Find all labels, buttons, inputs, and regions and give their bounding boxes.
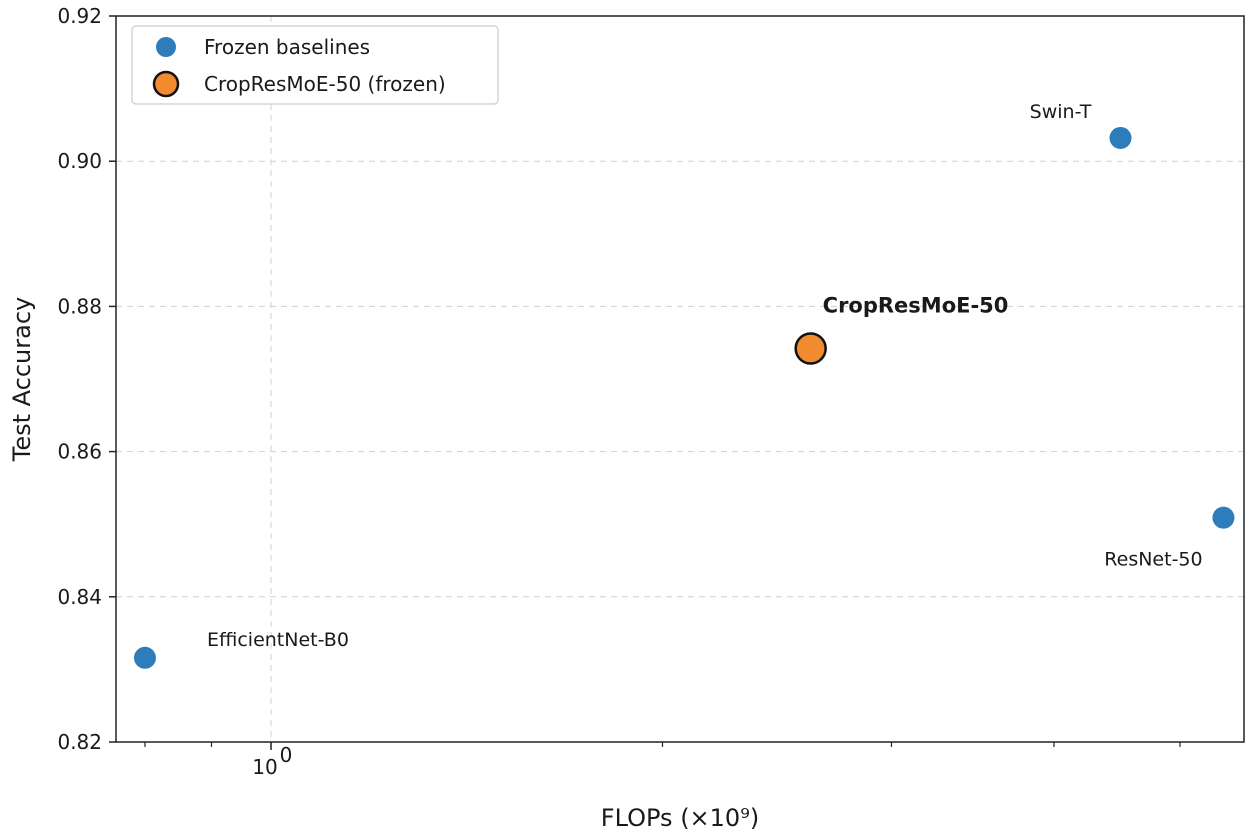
y-axis-label: Test Accuracy bbox=[8, 297, 36, 462]
x-tick-label-exponent: 0 bbox=[280, 743, 293, 767]
legend-marker-ours bbox=[152, 70, 180, 98]
point-annotations: EfficientNet-B0 Swin-T ResNet-50 CropResMoE… bbox=[207, 101, 1203, 651]
grid-lines bbox=[116, 16, 1244, 742]
legend-box bbox=[131, 25, 499, 105]
legend-label-baselines: Frozen baselines bbox=[204, 35, 370, 59]
y-tick-label: 0.82 bbox=[57, 730, 102, 754]
legend: Frozen baselines CropResMoE-50 (frozen) bbox=[131, 25, 499, 105]
annotation-resnet-50: ResNet-50 bbox=[1104, 549, 1202, 571]
y-tick-label: 0.86 bbox=[57, 440, 102, 464]
plot-frame bbox=[115, 15, 1245, 743]
point-swin-t bbox=[1109, 126, 1132, 149]
y-tick-label: 0.88 bbox=[57, 294, 102, 318]
axis-ticks: 0.82 0.84 0.86 0.88 0.90 0.92 10 0 bbox=[57, 4, 1181, 779]
annotation-efficientnet-b0: EfficientNet-B0 bbox=[207, 629, 349, 651]
legend-marker-baselines bbox=[156, 37, 176, 57]
x-axis-label: FLOPs (×10⁹) bbox=[601, 804, 759, 832]
y-tick-label: 0.84 bbox=[57, 585, 102, 609]
legend-label-ours: CropResMoE-50 (frozen) bbox=[204, 72, 446, 96]
point-resnet-50 bbox=[1212, 506, 1235, 529]
annotation-cropresmoe-50: CropResMoE-50 bbox=[823, 294, 1009, 318]
y-tick-label: 0.90 bbox=[57, 149, 102, 173]
point-efficientnet-b0 bbox=[133, 646, 156, 669]
annotation-swin-t: Swin-T bbox=[1030, 101, 1092, 123]
y-tick-label: 0.92 bbox=[57, 4, 102, 28]
data-points bbox=[133, 126, 1235, 669]
point-croprestmoe-50 bbox=[794, 332, 827, 365]
x-tick-label: 10 bbox=[252, 755, 277, 779]
